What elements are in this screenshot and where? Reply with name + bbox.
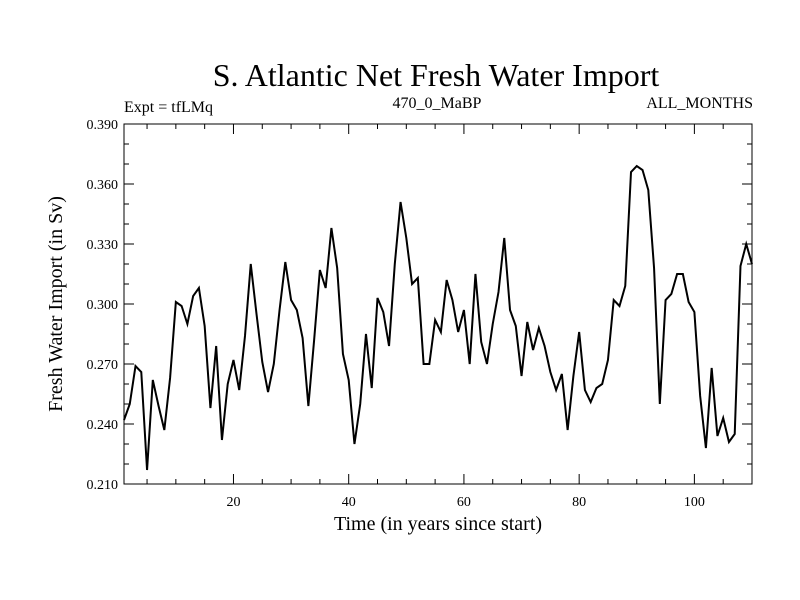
y-axis-label: Fresh Water Import (in Sv) xyxy=(45,196,67,412)
y-tick-label: 0.270 xyxy=(87,358,119,373)
plot-frame xyxy=(123,123,753,485)
x-tick-label: 80 xyxy=(572,495,586,510)
x-tick-label: 60 xyxy=(457,495,471,510)
x-axis: 20 40 60 80 100 xyxy=(146,124,724,510)
y-tick-label: 0.300 xyxy=(87,298,119,313)
x-axis-label: Time (in years since start) xyxy=(334,513,542,535)
y-tick-label: 0.240 xyxy=(87,418,119,433)
chart-subtitle-right: ALL_MONTHS xyxy=(646,95,753,112)
chart-subtitle-center: 470_0_MaBP xyxy=(393,95,482,112)
chart-subtitle-left: Expt = tfLMq xyxy=(124,99,213,116)
y-tick-label: 0.330 xyxy=(87,238,119,253)
y-tick-label: 0.390 xyxy=(87,118,119,133)
x-tick-label: 40 xyxy=(342,495,356,510)
chart-title: S. Atlantic Net Fresh Water Import xyxy=(213,57,660,93)
series-line-fresh-water-import xyxy=(123,164,753,471)
x-tick-label: 20 xyxy=(226,495,240,510)
y-tick-label: 0.210 xyxy=(87,478,119,493)
x-tick-label: 100 xyxy=(684,495,705,510)
y-tick-label: 0.360 xyxy=(87,178,119,193)
y-axis: 0.210 0.240 0.270 0.300 0.330 0.360 0.390 xyxy=(87,118,752,493)
